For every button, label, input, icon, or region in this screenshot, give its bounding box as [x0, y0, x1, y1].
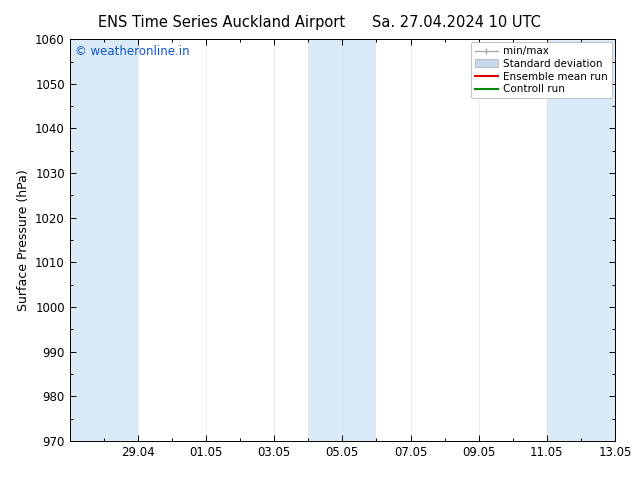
Y-axis label: Surface Pressure (hPa): Surface Pressure (hPa): [16, 169, 30, 311]
Text: Sa. 27.04.2024 10 UTC: Sa. 27.04.2024 10 UTC: [372, 15, 541, 30]
Bar: [547, 39, 615, 441]
Bar: [70, 39, 138, 441]
Bar: [308, 39, 377, 441]
Legend: min/max, Standard deviation, Ensemble mean run, Controll run: min/max, Standard deviation, Ensemble me…: [470, 42, 612, 98]
Text: ENS Time Series Auckland Airport: ENS Time Series Auckland Airport: [98, 15, 346, 30]
Text: © weatheronline.in: © weatheronline.in: [75, 45, 190, 58]
